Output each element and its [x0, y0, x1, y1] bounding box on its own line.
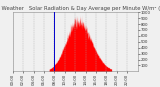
Title: Milwaukee Weather   Solar Radiation & Day Average per Minute W/m² (Today): Milwaukee Weather Solar Radiation & Day …: [0, 6, 160, 11]
